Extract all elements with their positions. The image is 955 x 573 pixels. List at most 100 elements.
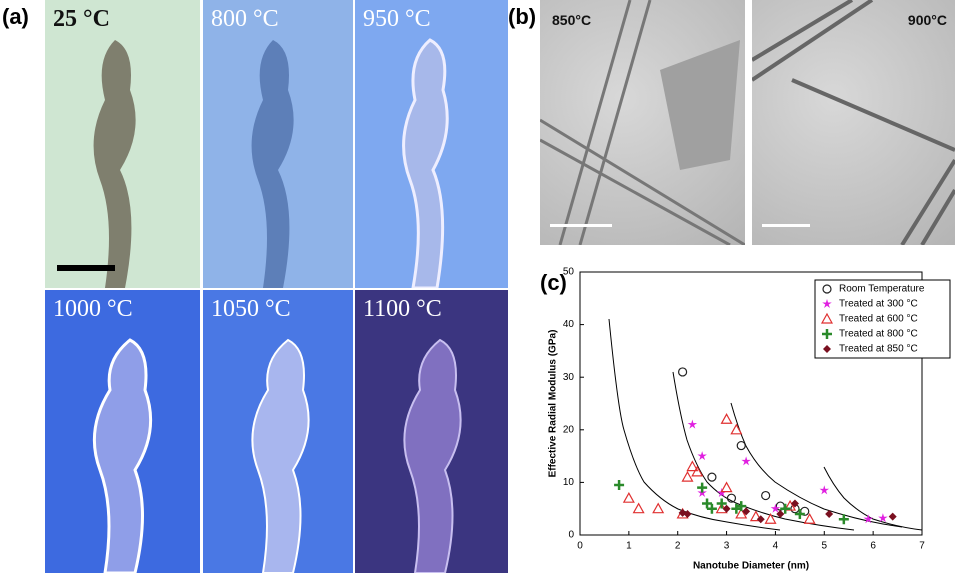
legend-box — [814, 279, 951, 359]
x-tick-label: 3 — [724, 541, 730, 552]
marker — [716, 487, 727, 497]
marker — [678, 508, 687, 517]
marker — [722, 504, 731, 513]
marker — [715, 502, 728, 514]
photo: 1050 °C — [203, 290, 353, 573]
x-axis-label: Nanotube Diameter (nm) — [693, 561, 809, 572]
marker — [761, 490, 771, 501]
x-tick-label: 5 — [822, 541, 828, 552]
photo: 1000 °C — [45, 290, 200, 573]
x-tick-label: 6 — [870, 541, 876, 552]
photo: 950 °C — [355, 0, 508, 288]
plot-frame — [579, 271, 923, 536]
y-tick-label: 0 — [568, 530, 574, 541]
legend-label: Room Temperature — [839, 284, 925, 295]
marker — [716, 498, 727, 509]
marker — [730, 423, 743, 435]
panel-label: (a) — [2, 4, 29, 29]
legend-marker — [820, 312, 834, 324]
y-axis-label: Effective Radial Modulus (GPa) — [548, 330, 559, 478]
marker — [790, 499, 799, 508]
marker — [838, 514, 849, 525]
tem-image: 850°C — [540, 0, 745, 245]
x-tick-label: 2 — [675, 541, 681, 552]
marker — [756, 515, 765, 524]
marker — [681, 470, 694, 482]
marker — [677, 367, 688, 377]
temperature-label: 25 °C — [53, 6, 110, 32]
panel-label: (b) — [508, 4, 537, 29]
fit-curves — [608, 318, 923, 531]
marker — [697, 487, 707, 497]
marker — [720, 481, 733, 493]
marker — [632, 502, 645, 514]
marker — [697, 482, 708, 493]
x-tick-label: 7 — [919, 541, 925, 552]
marker — [736, 440, 746, 451]
y-tick-label: 30 — [563, 372, 575, 383]
temperature-label: 800 °C — [211, 6, 279, 32]
scale-bar — [57, 265, 115, 271]
x-tick-label: 4 — [773, 541, 779, 552]
marker — [614, 480, 625, 491]
marker — [691, 465, 704, 477]
legend-label: Treated at 600 °C — [839, 314, 918, 325]
marker — [676, 507, 689, 519]
temperature-label: 1000 °C — [53, 296, 133, 322]
marker — [735, 507, 748, 519]
marker — [803, 512, 816, 524]
y-tick-label: 10 — [563, 477, 575, 488]
tem-image: 900°C — [752, 0, 955, 245]
legend-marker — [823, 345, 831, 353]
legend-marker — [822, 329, 832, 339]
marker — [736, 501, 747, 512]
marker — [707, 472, 717, 482]
temperature-label: 1050 °C — [211, 296, 291, 322]
photo: 25 °C — [45, 0, 200, 288]
marker — [863, 514, 874, 524]
marker — [697, 451, 707, 461]
photo: 800 °C — [203, 0, 353, 288]
marker — [652, 502, 665, 514]
marker — [720, 413, 733, 424]
temperature-label: 1100 °C — [363, 296, 442, 322]
marker — [741, 456, 751, 466]
marker — [776, 509, 785, 518]
marker — [683, 509, 692, 518]
x-tick-label: 0 — [577, 541, 583, 552]
marker — [749, 510, 762, 522]
temperature-label: 850°C — [552, 12, 592, 28]
legend-label: Treated at 850 °C — [839, 344, 918, 355]
marker — [819, 485, 830, 495]
scale-bar — [550, 224, 612, 227]
scale-bar — [762, 224, 810, 227]
marker — [784, 499, 797, 511]
y-tick-label: 20 — [563, 424, 575, 435]
marker — [790, 504, 800, 514]
legend-label: Treated at 300 °C — [839, 299, 918, 310]
marker — [825, 509, 834, 518]
marker — [742, 507, 751, 516]
panel-label: (c) — [540, 270, 567, 295]
marker — [780, 503, 791, 514]
marker — [878, 513, 888, 523]
marker — [726, 493, 737, 503]
temperature-label: 950 °C — [363, 6, 431, 32]
legend-marker — [822, 284, 832, 294]
marker — [770, 503, 781, 513]
legend-label: Treated at 800 °C — [839, 329, 918, 340]
marker — [775, 501, 785, 511]
marker — [686, 460, 699, 472]
marker — [687, 419, 698, 429]
x-tick-label: 1 — [626, 541, 632, 552]
legend-marker — [822, 299, 832, 309]
marker — [764, 512, 777, 524]
marker — [706, 503, 717, 514]
marker — [702, 498, 713, 509]
marker — [622, 491, 635, 503]
marker — [800, 506, 810, 516]
marker — [794, 508, 805, 519]
temperature-label: 900°C — [907, 12, 947, 28]
marker — [731, 503, 742, 514]
